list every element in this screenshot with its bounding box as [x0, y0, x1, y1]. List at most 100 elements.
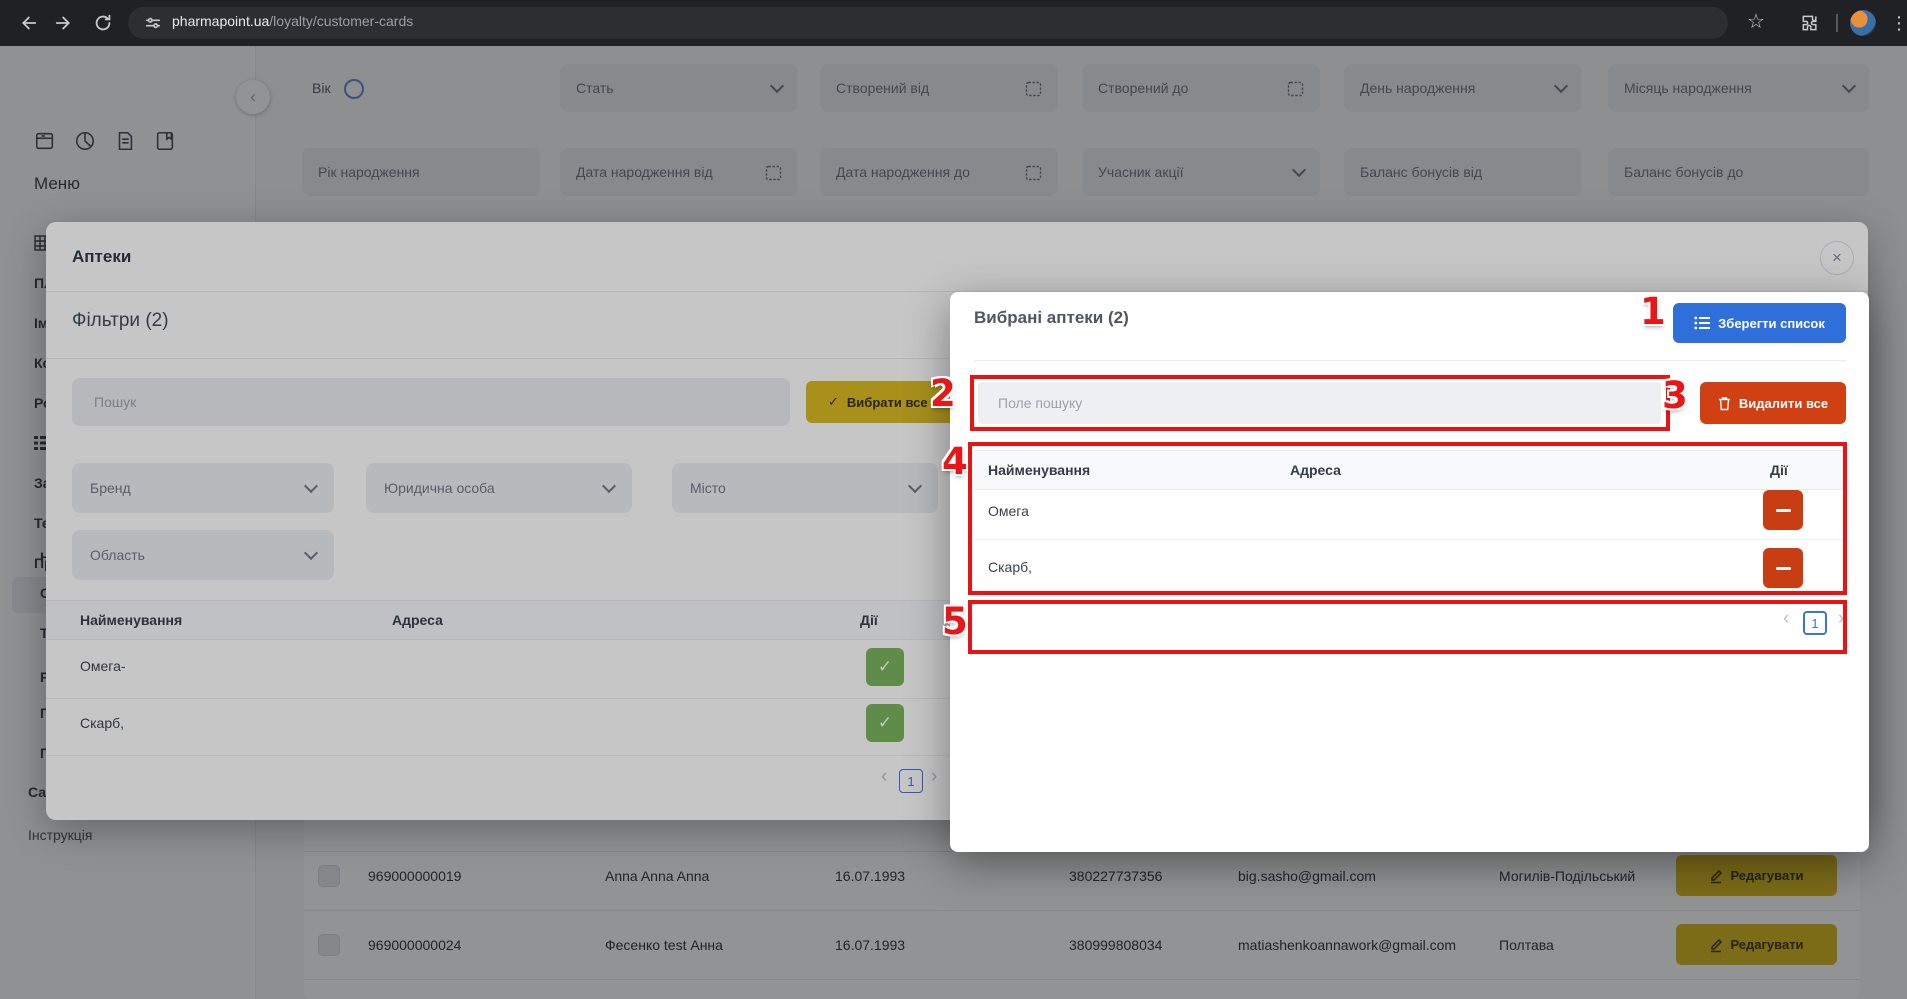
column-header-actions: Дії [1770, 462, 1788, 478]
site-info-icon[interactable] [144, 14, 162, 32]
calendar-icon [1287, 80, 1304, 97]
region-select[interactable]: Область [72, 530, 334, 580]
sidebar-subitem-0[interactable]: Н [40, 549, 50, 565]
edit-label: Редагувати [1730, 868, 1804, 883]
sidebar-subitem-1[interactable]: С [40, 585, 50, 601]
filter-birthdate-to[interactable]: Дата народження до [820, 148, 1058, 196]
page-number[interactable]: 1 [1803, 611, 1827, 635]
selected-search-input[interactable]: Поле пошуку [978, 382, 1661, 424]
divider [974, 360, 1846, 361]
selected-pharmacies-panel: Вибрані аптеки (2) Зберегти список Поле … [950, 292, 1869, 852]
filter-promo-participant-select[interactable]: Учасник акції [1082, 148, 1320, 196]
customer-email: matiashenkoannawork@gmail.com [1238, 937, 1457, 953]
filter-created-from[interactable]: Створений від [820, 64, 1058, 112]
customer-phone: 380999808034 [1069, 937, 1163, 953]
bookmark-star-icon[interactable]: ☆ [1747, 11, 1765, 33]
select-label: Область [90, 547, 145, 563]
page-number[interactable]: 1 [899, 769, 923, 793]
filter-birth-day-select[interactable]: День народження [1344, 64, 1582, 112]
extensions-icon[interactable] [1800, 13, 1820, 33]
filter-gender-select[interactable]: Стать [560, 64, 798, 112]
brand-select[interactable]: Бренд [72, 463, 334, 513]
prev-page-icon[interactable]: ‹ [881, 766, 888, 787]
row-checkbox[interactable] [318, 934, 340, 956]
pie-chart-icon[interactable] [74, 130, 96, 152]
register-icon[interactable] [34, 130, 56, 152]
column-header-name: Найменування [988, 462, 1091, 478]
browser-menu-icon[interactable]: ⋮ [1890, 13, 1907, 33]
browser-toolbar: pharmapoint.ua/loyalty/customer-cards ☆ … [0, 0, 1907, 46]
remove-pharmacy-button[interactable] [1763, 548, 1803, 588]
filter-birthdate-from[interactable]: Дата народження від [560, 148, 798, 196]
annotation-number-2: 2 [930, 372, 956, 415]
filter-label: Баланс бонусів до [1624, 164, 1744, 180]
customer-city: Полтава [1499, 937, 1554, 953]
annotation-box-5 [968, 600, 1847, 654]
edit-icon [1709, 868, 1723, 884]
column-header-actions: Дії [860, 612, 878, 628]
save-list-label: Зберегти список [1718, 315, 1825, 331]
next-page-icon[interactable]: › [1838, 608, 1845, 629]
annotation-number-4: 4 [942, 440, 968, 483]
row-divider [974, 539, 1843, 540]
sidebar-subitem-2[interactable]: Т [40, 625, 49, 641]
selected-pharmacy-name: Скарб, [988, 559, 1033, 575]
filter-label: Дата народження до [836, 164, 970, 180]
prev-page-icon[interactable]: ‹ [1783, 608, 1790, 629]
save-list-button[interactable]: Зберегти список [1673, 303, 1846, 343]
sidebar-subitem-5[interactable]: П [40, 745, 50, 761]
document-icon[interactable] [114, 130, 136, 152]
remove-pharmacy-button[interactable] [1763, 490, 1803, 530]
next-page-icon[interactable]: › [931, 766, 938, 787]
card-number: 969000000019 [368, 868, 462, 884]
add-pharmacy-button[interactable]: ✓ [866, 648, 904, 686]
profile-avatar[interactable] [1850, 10, 1876, 36]
filter-label: Дата народження від [576, 164, 713, 180]
minus-icon [1775, 508, 1791, 512]
filter-birth-month-select[interactable]: Місяць народження [1608, 64, 1870, 112]
check-icon: ✓ [828, 394, 839, 409]
customer-phone: 380227737356 [1069, 868, 1163, 884]
back-icon[interactable] [16, 12, 38, 34]
select-all-label: Вибрати все [846, 394, 928, 410]
city-select[interactable]: Місто [672, 463, 938, 513]
filter-birth-year-input[interactable]: Рік народження [302, 148, 540, 196]
sidebar-subitem-3[interactable]: Р [40, 669, 50, 685]
sidebar-subitem-4[interactable]: П [40, 705, 50, 721]
filter-label: Учасник акції [1098, 164, 1184, 180]
pharmacy-search-input[interactable]: Пошук [72, 378, 790, 426]
legal-entity-select[interactable]: Юридична особа [366, 463, 632, 513]
search-placeholder: Пошук [94, 394, 137, 410]
delete-all-button[interactable]: Видалити все [1700, 382, 1846, 424]
book-icon[interactable] [154, 130, 176, 152]
card-number: 969000000024 [368, 937, 462, 953]
address-bar[interactable] [128, 7, 1728, 39]
filter-bonus-from-input[interactable]: Баланс бонусів від [1344, 148, 1582, 196]
forward-icon[interactable] [54, 12, 76, 34]
age-filter-label: Вік [312, 80, 331, 96]
reload-icon[interactable] [92, 12, 114, 34]
sidebar-item-instruction[interactable]: Інструкція [28, 827, 93, 843]
list-icon [1694, 316, 1711, 330]
add-pharmacy-button[interactable]: ✓ [866, 704, 904, 742]
modal-title: Аптеки [72, 247, 132, 266]
url-text[interactable]: pharmapoint.ua/loyalty/customer-cards [172, 13, 413, 29]
toolbar-divider [1836, 14, 1838, 32]
edit-button[interactable]: Редагувати [1676, 855, 1837, 896]
annotation-box-2 [970, 375, 1670, 431]
selected-pharmacy-name: Омега [988, 503, 1029, 519]
filter-label: Місяць народження [1624, 80, 1752, 96]
edit-button[interactable]: Редагувати [1676, 924, 1837, 965]
url-path: /loyalty/customer-cards [269, 13, 414, 29]
edit-icon [1709, 937, 1723, 953]
close-icon[interactable]: × [1820, 241, 1854, 275]
row-checkbox[interactable] [318, 865, 340, 887]
filter-bonus-to-input[interactable]: Баланс бонусів до [1608, 148, 1870, 196]
age-filter-toggle[interactable] [344, 79, 364, 99]
filter-created-to[interactable]: Створений до [1082, 64, 1320, 112]
sidebar-collapse-button[interactable]: ‹ [236, 80, 270, 114]
annotation-box-4 [968, 442, 1847, 595]
filter-label: Створений до [1098, 80, 1189, 96]
column-header-name: Найменування [80, 612, 183, 628]
